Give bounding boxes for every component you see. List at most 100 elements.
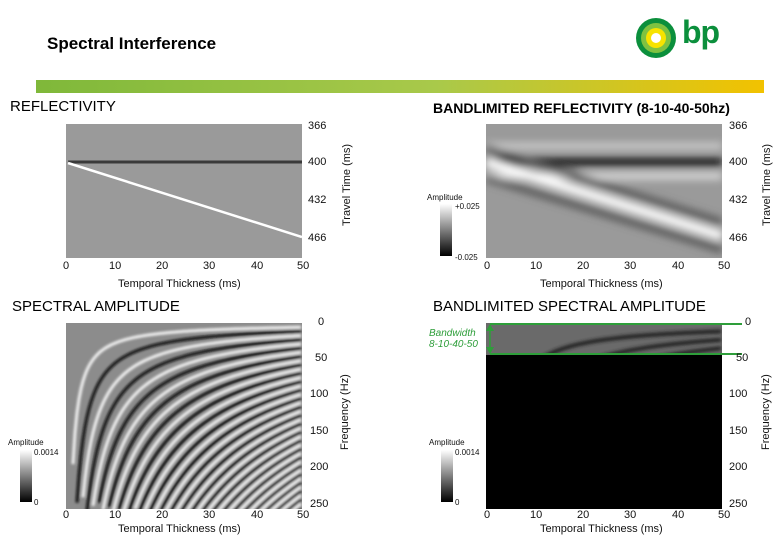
interference-peak-curve	[196, 426, 302, 509]
reflectivity-image	[66, 124, 302, 258]
section-title-bandlimited-reflectivity: BANDLIMITED REFLECTIVITY (8-10-40-50hz)	[433, 100, 730, 116]
bp-logo-text: bp	[682, 14, 720, 50]
section-title-spectral-amplitude: SPECTRAL AMPLITUDE	[12, 298, 180, 315]
interference-peak-curve	[91, 342, 302, 507]
refl-colorbar	[440, 204, 452, 256]
spec-colorbar-max: 0.0014	[34, 448, 59, 457]
bl-refl-x-tick: 40	[672, 260, 685, 272]
interference-curve	[660, 346, 722, 355]
spec-colorbar-label: Amplitude	[8, 438, 44, 447]
interference-peak-curve	[291, 502, 302, 509]
page-title: Spectral Interference	[47, 34, 217, 53]
interference-peak-curve	[175, 409, 302, 509]
brand-band	[36, 80, 764, 93]
bl-spec-freq-tick: 200	[729, 461, 748, 473]
interference-peak-curve	[270, 485, 302, 509]
spec-freq-tick: 100	[310, 388, 329, 400]
bl-refl-x-tick: 20	[577, 260, 590, 272]
interference-curve	[202, 430, 302, 509]
interference-curve	[244, 464, 302, 509]
interference-peak-curve	[133, 376, 302, 509]
bl-refl-time-tick: 400	[729, 156, 748, 168]
bl-spec-x-tick: 30	[624, 509, 637, 521]
refl-x-tick: 20	[156, 260, 169, 272]
interference-peak-curve	[81, 334, 302, 498]
bl-spec-colorbar-label: Amplitude	[429, 438, 465, 447]
interference-curve	[191, 422, 302, 509]
interference-curve	[286, 498, 302, 509]
interference-peak-curve	[228, 451, 302, 509]
spec-colorbar	[20, 450, 32, 502]
spec-freq-tick: 250	[310, 498, 329, 510]
bl-spec-x-tick: 50	[718, 509, 731, 521]
interference-peak-curve	[165, 401, 302, 509]
bp-helios-logo-icon	[636, 18, 676, 58]
refl-time-tick: 400	[308, 156, 327, 168]
interference-curve	[297, 506, 302, 509]
interference-peak-curve	[154, 392, 302, 509]
spec-freq-tick: 200	[310, 461, 329, 473]
bl-spec-freq-tick: 100	[729, 388, 748, 400]
bl-refl-time-tick: 432	[729, 194, 748, 206]
refl-time-tick: 466	[308, 232, 327, 244]
interference-curve	[265, 481, 302, 509]
interference-curve	[107, 355, 302, 508]
interference-peak-curve	[239, 460, 302, 509]
interference-peak-curve	[186, 418, 302, 509]
bl-spec-x-tick: 40	[672, 509, 685, 521]
interference-curve	[85, 338, 302, 509]
refl-x-tick: 40	[251, 260, 264, 272]
refl-x-tick: 10	[109, 260, 122, 272]
spec-x-tick: 30	[203, 509, 216, 521]
refl-time-tick: 432	[308, 194, 327, 206]
interference-peak-curve	[101, 350, 302, 509]
interference-peak-curve	[112, 359, 302, 509]
interference-curve	[255, 473, 302, 509]
bl-spec-colorbar	[441, 450, 453, 502]
spec-x-tick: 20	[156, 509, 169, 521]
refl-x-tick: 30	[203, 260, 216, 272]
interference-curve	[181, 414, 302, 509]
interference-curve	[170, 405, 302, 509]
interference-peak-curve	[71, 325, 301, 465]
bl-spec-x-tick: 10	[530, 509, 543, 521]
interference-curve	[233, 456, 302, 509]
bandwidth-label: Bandwidth	[429, 328, 476, 339]
bl-spec-x-tick: 0	[484, 509, 491, 521]
bl-refl-x-tick: 50	[718, 260, 731, 272]
bl-spec-colorbar-max: 0.0014	[455, 448, 480, 457]
bandlimited-reflectivity-image	[486, 124, 722, 258]
interference-curve	[276, 489, 302, 509]
spec-colorbar-min: 0	[34, 498, 39, 507]
bl-refl-time-axis-title: Travel Time (ms)	[761, 143, 773, 226]
interference-curve	[97, 346, 302, 503]
refl-time-tick: 366	[308, 120, 327, 132]
interference-peak-curve	[218, 443, 302, 509]
spec-freq-tick: 0	[318, 316, 325, 328]
section-title-reflectivity: REFLECTIVITY	[10, 98, 116, 115]
interference-curve	[117, 363, 302, 509]
interference-curve	[75, 329, 302, 503]
interference-curve	[159, 397, 302, 509]
bl-spec-colorbar-min: 0	[455, 498, 460, 507]
spectral-amplitude-image	[66, 323, 302, 509]
refl-colorbar-min: -0.025	[455, 253, 478, 262]
bl-refl-time-tick: 466	[729, 232, 748, 244]
bl-spec-x-axis-title: Temporal Thickness (ms)	[540, 523, 663, 535]
bl-refl-x-tick: 30	[624, 260, 637, 272]
bandwidth-range: 8-10-40-50	[429, 339, 478, 350]
bandwidth-bracket	[486, 323, 742, 355]
spec-x-tick: 50	[297, 509, 310, 521]
refl-colorbar-max: +0.025	[455, 202, 480, 211]
bl-spec-freq-tick: 150	[729, 425, 748, 437]
spec-x-axis-title: Temporal Thickness (ms)	[118, 523, 241, 535]
bl-spec-freq-axis-title: Frequency (Hz)	[760, 374, 772, 450]
bl-spec-freq-tick: 0	[745, 316, 752, 328]
spec-freq-axis-title: Frequency (Hz)	[339, 374, 351, 450]
spec-x-tick: 10	[109, 509, 122, 521]
bl-spec-freq-tick: 250	[729, 498, 748, 510]
interference-curve	[138, 380, 302, 509]
interference-peak-curve	[281, 494, 302, 509]
interference-peak-curve	[144, 384, 302, 509]
bl-spec-x-tick: 20	[577, 509, 590, 521]
